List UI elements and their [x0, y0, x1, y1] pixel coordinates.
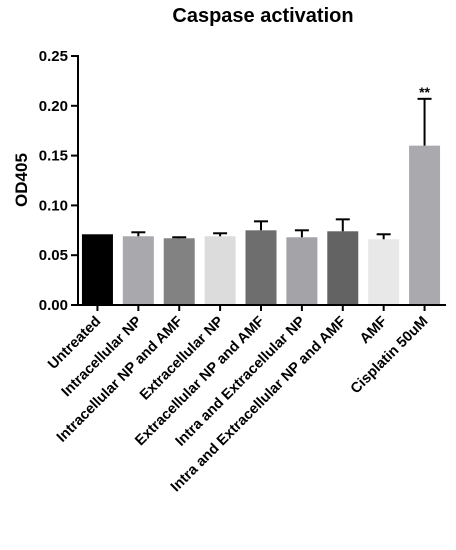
bar: [245, 230, 277, 305]
y-ticks: 0.00 0.05 0.10 0.15 0.20 0.25: [39, 48, 78, 314]
bar: [163, 238, 195, 305]
bar: [409, 145, 441, 305]
bar: [286, 237, 318, 305]
x-tick-label: Cisplatin 50uM: [348, 314, 432, 398]
chart-title: Caspase activation: [172, 5, 353, 27]
bar: [204, 236, 236, 305]
y-axis-label: OD405: [12, 153, 31, 207]
y-tick-label: 0.25: [39, 48, 68, 65]
bars: [81, 145, 441, 305]
y-tick-label: 0.00: [39, 297, 68, 314]
y-tick-label: 0.20: [39, 98, 68, 115]
y-tick-label: 0.10: [39, 197, 68, 214]
bar: [122, 236, 154, 305]
annotations: **: [419, 84, 430, 100]
significance-marker: **: [419, 84, 430, 100]
y-tick-label: 0.05: [39, 247, 68, 264]
x-tick-label: AMF: [357, 313, 391, 347]
bar: [368, 239, 400, 305]
bar: [81, 234, 113, 305]
bar: [327, 231, 359, 305]
error-bars: [131, 97, 432, 240]
y-tick-label: 0.15: [39, 148, 68, 165]
